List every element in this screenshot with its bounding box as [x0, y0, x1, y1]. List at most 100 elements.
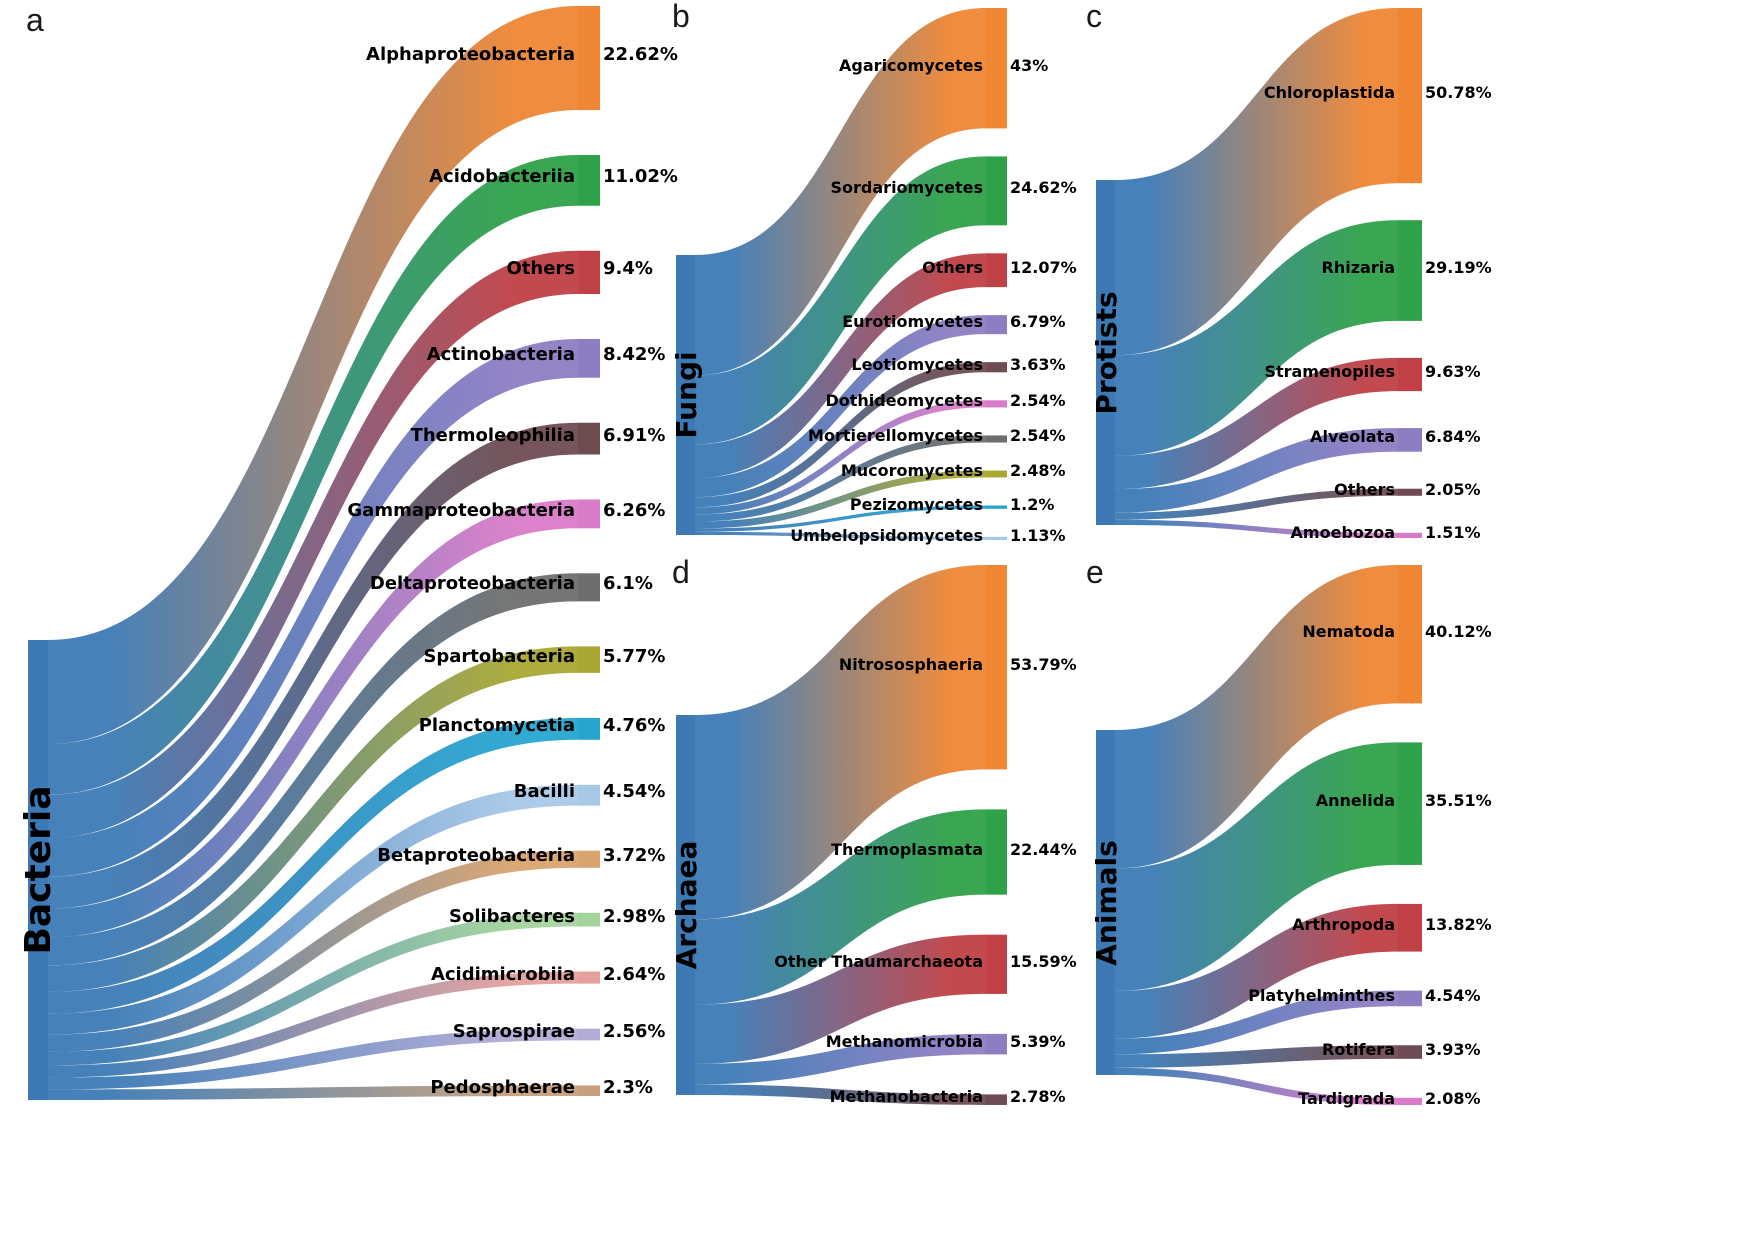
- node-percent: 35.51%: [1425, 791, 1492, 811]
- node-label: Methanomicrobia: [825, 1031, 983, 1051]
- panel-letter: d: [672, 554, 690, 590]
- node-percent: 6.91%: [603, 424, 666, 446]
- node-percent: 22.44%: [1010, 839, 1077, 859]
- node-percent: 4.76%: [603, 714, 666, 736]
- flow-ribbon: [48, 499, 578, 938]
- node-percent: 15.59%: [1010, 951, 1077, 971]
- target-node: [578, 971, 600, 984]
- source-node: [1096, 730, 1115, 1075]
- node-label: Acidimicrobiia: [430, 963, 575, 985]
- node-label: Betaproteobacteria: [377, 845, 575, 867]
- node-label: Spartobacteria: [423, 645, 575, 667]
- target-node: [986, 400, 1007, 408]
- node-percent: 29.19%: [1425, 258, 1492, 278]
- flow-ribbon: [48, 971, 578, 1078]
- node-label: Rhizaria: [1321, 258, 1395, 278]
- flow-ribbon: [695, 362, 986, 508]
- node-label: Deltaproteobacteria: [369, 573, 575, 595]
- source-node-label: Bacteria: [17, 785, 59, 955]
- flow-ribbon: [695, 809, 986, 1005]
- node-percent: 1.2%: [1010, 494, 1055, 514]
- target-node: [986, 1033, 1007, 1055]
- flow-ribbon: [48, 646, 578, 992]
- flow-ribbon: [695, 470, 986, 529]
- node-percent: 50.78%: [1425, 83, 1492, 103]
- node-label: Others: [1334, 479, 1395, 499]
- flow-ribbon: [1115, 1067, 1398, 1105]
- node-percent: 2.54%: [1010, 391, 1066, 411]
- node-percent: 5.39%: [1010, 1031, 1066, 1051]
- node-label: Acidobacteriia: [429, 166, 575, 188]
- target-node: [986, 435, 1007, 443]
- node-label: Others: [506, 258, 575, 280]
- node-percent: 6.26%: [603, 499, 666, 521]
- node-percent: 9.63%: [1425, 361, 1481, 381]
- target-node: [986, 315, 1007, 335]
- target-node: [1398, 532, 1422, 538]
- flow-ribbon: [695, 1033, 986, 1085]
- node-label: Mortierellomycetes: [808, 426, 983, 446]
- node-label: Alveolata: [1310, 427, 1395, 447]
- node-percent: 11.02%: [603, 166, 678, 188]
- target-node: [578, 499, 600, 529]
- target-node: [986, 934, 1007, 994]
- flow-ribbon: [695, 315, 986, 498]
- target-node: [1398, 565, 1422, 704]
- target-node: [1398, 742, 1422, 865]
- target-node: [578, 338, 600, 378]
- source-node: [28, 640, 48, 1100]
- node-percent: 2.64%: [603, 963, 666, 985]
- node-percent: 12.07%: [1010, 257, 1077, 277]
- node-percent: 24.62%: [1010, 178, 1077, 198]
- node-label: Arthropoda: [1292, 915, 1395, 935]
- source-node-label: Fungi: [669, 351, 702, 439]
- target-node: [578, 6, 600, 111]
- node-percent: 3.72%: [603, 845, 666, 867]
- flow-ribbon: [48, 850, 578, 1052]
- node-label: Sordariomycetes: [830, 178, 983, 198]
- flow-ribbon: [1115, 1045, 1398, 1068]
- node-label: Pezizomycetes: [849, 494, 983, 514]
- flow-ribbon: [1115, 903, 1398, 1039]
- target-node: [1398, 1045, 1422, 1059]
- node-label: Dothideomycetes: [825, 391, 983, 411]
- flow-ribbon: [1115, 565, 1398, 869]
- source-node-label: Protists: [1089, 290, 1122, 415]
- node-label: Planctomycetia: [418, 714, 575, 736]
- node-label: Umbelopsidomycetes: [790, 525, 983, 545]
- panel-letter: c: [1086, 0, 1102, 34]
- target-node: [986, 536, 1007, 540]
- target-node: [986, 1094, 1007, 1105]
- node-label: Thermoplasmata: [831, 839, 983, 859]
- target-node: [986, 8, 1007, 129]
- node-label: Eurotiomycetes: [842, 312, 983, 332]
- target-node: [1398, 357, 1422, 392]
- target-node: [578, 646, 600, 673]
- node-percent: 13.82%: [1425, 915, 1492, 935]
- flow-ribbon: [695, 565, 986, 920]
- flow-ribbon: [695, 400, 986, 515]
- panel-letter: b: [672, 0, 690, 34]
- node-percent: 1.13%: [1010, 525, 1066, 545]
- target-node: [986, 565, 1007, 770]
- node-label: Agaricomycetes: [839, 55, 983, 75]
- node-label: Rotifera: [1322, 1039, 1395, 1059]
- flow-ribbon: [1115, 519, 1398, 538]
- flow-ribbon: [48, 1085, 578, 1100]
- flow-ribbon: [48, 155, 578, 795]
- target-node: [1398, 990, 1422, 1007]
- flow-ribbon: [695, 505, 986, 532]
- target-node: [986, 470, 1007, 478]
- target-node: [578, 1028, 600, 1041]
- flow-ribbon: [695, 934, 986, 1064]
- node-percent: 3.63%: [1010, 354, 1066, 374]
- flow-ribbon: [48, 6, 578, 745]
- node-percent: 2.54%: [1010, 426, 1066, 446]
- node-percent: 6.1%: [603, 573, 653, 595]
- panel-letter: a: [26, 2, 44, 38]
- node-label: Other Thaumarchaeota: [774, 951, 983, 971]
- node-label: Alphaproteobacteria: [366, 44, 575, 66]
- node-label: Pedosphaerae: [430, 1076, 575, 1098]
